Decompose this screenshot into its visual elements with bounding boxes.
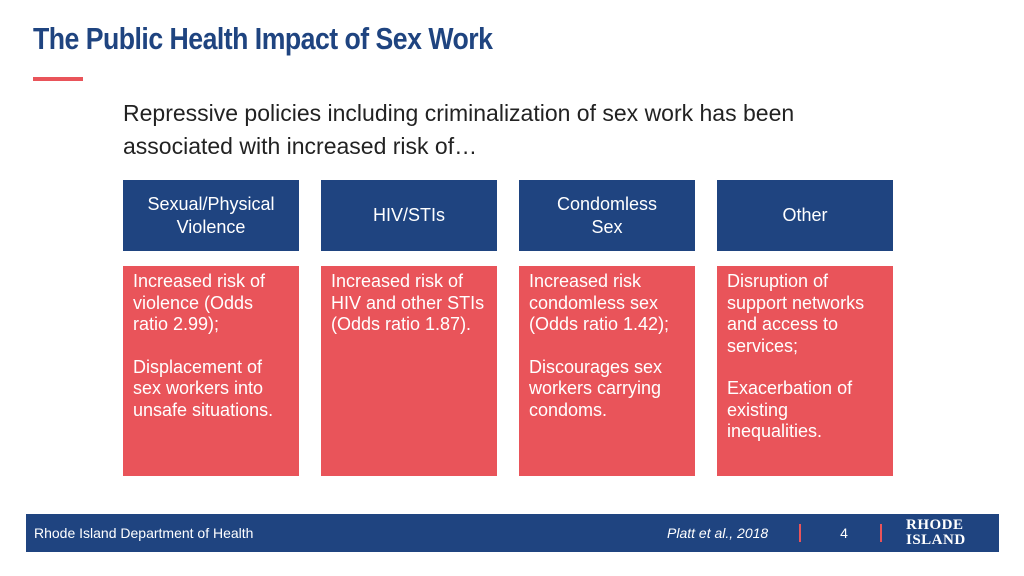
- column-header-label: Other: [782, 205, 828, 225]
- footer-citation: Platt et al., 2018: [667, 525, 769, 541]
- column-point: Increased risk condomless sex (Odds rati…: [529, 271, 670, 334]
- rhode-island-logo: RHODE ISLAND: [906, 517, 966, 548]
- column-header-label: Sexual/Physical Violence: [147, 193, 275, 237]
- page-number: 4: [840, 525, 848, 541]
- column-point: Increased risk of HIV and other STIs (Od…: [331, 271, 485, 334]
- column-body-hiv-stis: Increased risk of HIV and other STIs (Od…: [321, 266, 497, 476]
- column-body-condomless-sex: Increased risk condomless sex (Odds rati…: [519, 266, 695, 476]
- column-header-condomless-sex: Condomless Sex: [519, 180, 695, 251]
- intro-text: Repressive policies including criminaliz…: [123, 100, 795, 159]
- column-header-label: HIV/STIs: [372, 205, 445, 225]
- column-point: Exacerbation of existing inequalities.: [727, 378, 853, 441]
- footer-divider: [880, 524, 882, 542]
- title-accent-bar: [33, 77, 83, 81]
- footer-divider: [799, 524, 801, 542]
- column-header-hiv-stis: HIV/STIs: [321, 180, 497, 251]
- column-point: Disruption of support networks and acces…: [727, 271, 865, 356]
- column-point: Increased risk of violence (Odds ratio 2…: [133, 271, 266, 334]
- slide-title: The Public Health Impact of Sex Work: [33, 21, 493, 56]
- footer-bar: Rhode Island Department of Health Platt …: [26, 514, 999, 552]
- column-point: Discourages sex workers carrying condoms…: [529, 356, 663, 420]
- column-header-violence: Sexual/Physical Violence: [123, 180, 299, 251]
- column-point: Displacement of sex workers into unsafe …: [133, 356, 274, 420]
- column-body-violence: Increased risk of violence (Odds ratio 2…: [123, 266, 299, 476]
- footer-organization: Rhode Island Department of Health: [34, 525, 254, 541]
- column-header-label: Condomless Sex: [556, 193, 658, 237]
- column-body-other: Disruption of support networks and acces…: [717, 266, 893, 476]
- column-header-other: Other: [717, 180, 893, 251]
